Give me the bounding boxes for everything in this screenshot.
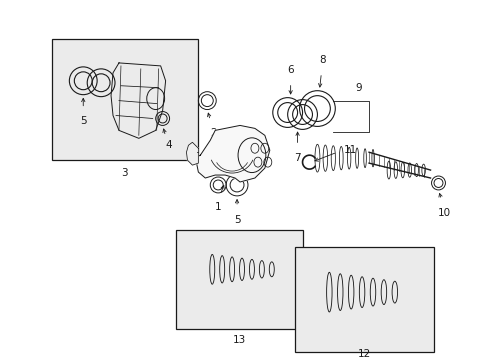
Polygon shape (186, 142, 198, 165)
Text: 4: 4 (165, 140, 172, 150)
Text: 10: 10 (437, 208, 450, 218)
Text: 9: 9 (355, 83, 362, 93)
Text: 5: 5 (80, 117, 86, 126)
Bar (294, 247, 433, 352)
Text: 6: 6 (287, 65, 293, 75)
Bar (175, 230, 302, 329)
Text: 7: 7 (294, 153, 300, 163)
Text: 1: 1 (214, 202, 221, 212)
Text: 3: 3 (122, 168, 128, 178)
Text: 8: 8 (319, 55, 325, 65)
Polygon shape (196, 125, 269, 182)
Text: 5: 5 (233, 215, 240, 225)
Text: 2: 2 (209, 129, 216, 138)
Text: 12: 12 (357, 348, 370, 359)
Text: 13: 13 (232, 335, 245, 345)
Text: 11: 11 (344, 145, 357, 155)
Bar (51, 39, 198, 160)
